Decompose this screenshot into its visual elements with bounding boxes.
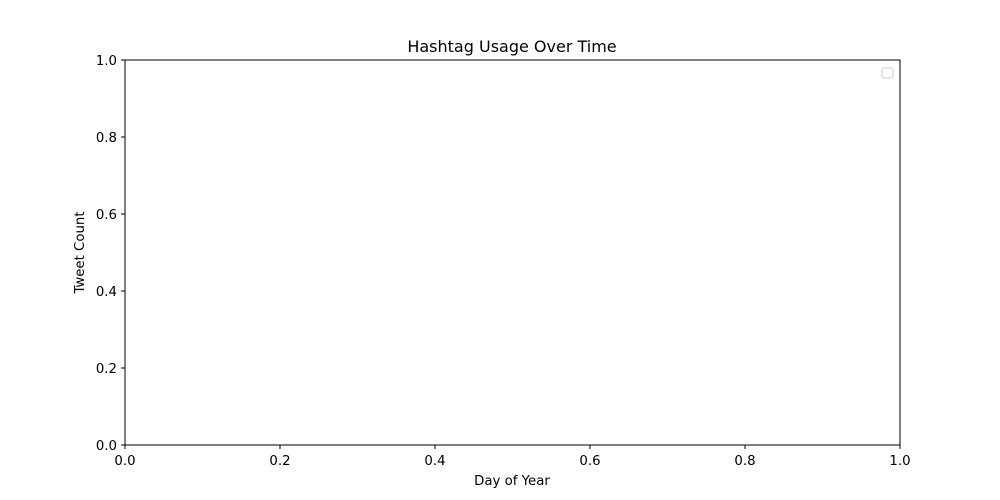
y-tick-label: 0.0 xyxy=(96,439,117,454)
chart-title: Hashtag Usage Over Time xyxy=(407,37,616,56)
x-axis-ticks: 0.0 0.2 0.4 0.6 0.8 1.0 xyxy=(114,445,911,469)
y-tick-label: 0.6 xyxy=(96,208,117,223)
x-tick-label: 0.2 xyxy=(269,454,290,469)
x-tick-label: 0.6 xyxy=(579,454,600,469)
x-tick-label: 0.0 xyxy=(114,454,135,469)
y-tick-label: 0.8 xyxy=(96,131,117,146)
x-tick-label: 0.4 xyxy=(424,454,445,469)
y-tick-label: 0.2 xyxy=(96,362,117,377)
y-tick-label: 1.0 xyxy=(96,54,117,69)
x-axis-label: Day of Year xyxy=(474,474,550,489)
x-tick-label: 0.8 xyxy=(734,454,755,469)
y-tick-label: 0.4 xyxy=(96,285,117,300)
y-axis-ticks: 0.0 0.2 0.4 0.6 0.8 1.0 xyxy=(96,54,125,454)
x-tick-label: 1.0 xyxy=(889,454,910,469)
y-axis-label: Tweet Count xyxy=(73,211,88,294)
legend-box xyxy=(881,67,894,79)
plot-area-frame xyxy=(124,59,901,446)
